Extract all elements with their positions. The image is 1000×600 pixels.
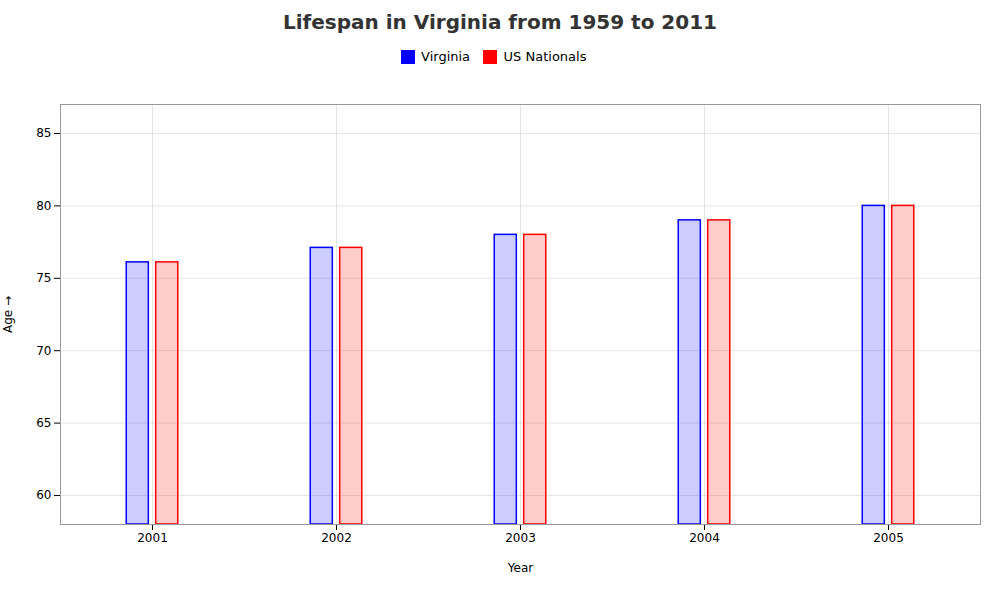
svg-text:70: 70 [36,343,51,357]
svg-text:2004: 2004 [689,531,720,545]
svg-text:2001: 2001 [137,531,168,545]
svg-text:75: 75 [36,271,51,285]
svg-text:2005: 2005 [873,531,904,545]
svg-text:85: 85 [36,126,51,140]
svg-text:Age →: Age → [1,295,15,332]
svg-text:65: 65 [36,415,51,429]
svg-text:80: 80 [36,198,51,212]
svg-text:60: 60 [36,488,51,502]
svg-text:2003: 2003 [505,531,536,545]
svg-text:Year: Year [507,560,533,574]
html-text:Lifespan in Virginia from 1959: Lifespan in Virginia from 1959 to 2011 [283,10,717,34]
html-text:US Nationals: US Nationals [503,49,587,64]
svg-text:2002: 2002 [321,531,352,545]
html-text:Virginia: Virginia [421,49,471,64]
